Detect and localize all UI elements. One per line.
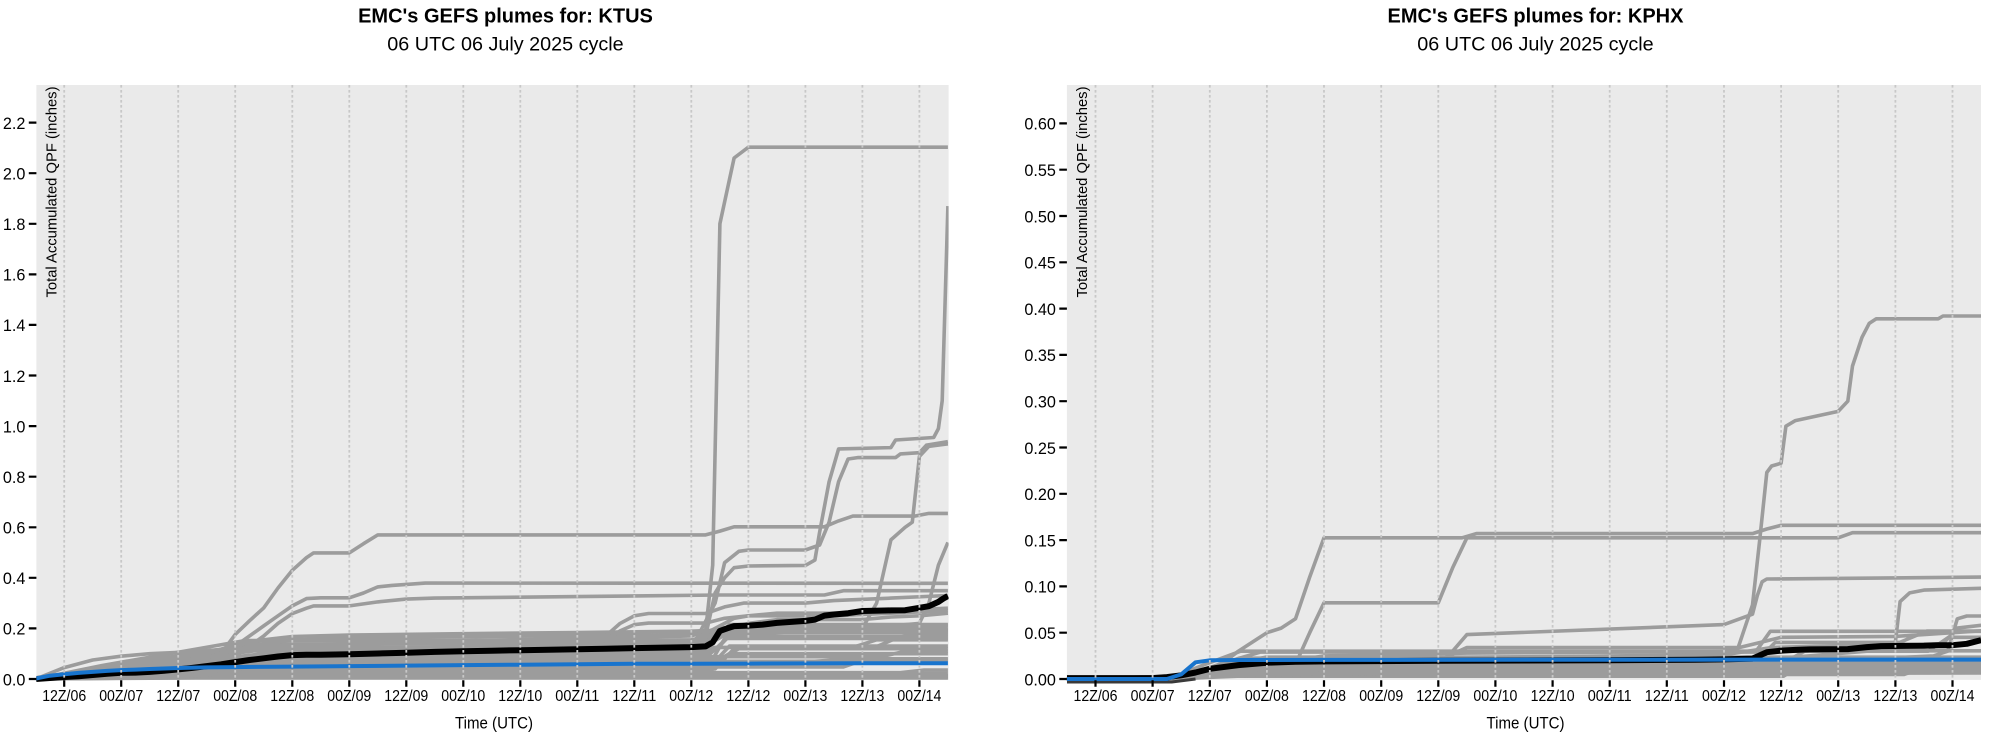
svg-text:0.2: 0.2 bbox=[3, 621, 26, 639]
svg-text:00Z/14: 00Z/14 bbox=[897, 688, 941, 705]
svg-text:12Z/07: 12Z/07 bbox=[156, 688, 200, 705]
svg-text:00Z/09: 00Z/09 bbox=[327, 688, 371, 705]
svg-text:0.60: 0.60 bbox=[1024, 116, 1056, 134]
svg-text:12Z/08: 12Z/08 bbox=[270, 688, 314, 705]
svg-text:0.35: 0.35 bbox=[1024, 347, 1056, 365]
svg-text:12Z/06: 12Z/06 bbox=[1074, 688, 1118, 705]
svg-text:0.6: 0.6 bbox=[3, 520, 26, 538]
svg-text:0.40: 0.40 bbox=[1024, 301, 1056, 319]
svg-text:06 UTC 06 July 2025 cycle: 06 UTC 06 July 2025 cycle bbox=[387, 34, 623, 56]
svg-text:00Z/08: 00Z/08 bbox=[1245, 688, 1289, 705]
svg-text:1.2: 1.2 bbox=[3, 368, 26, 386]
svg-text:00Z/13: 00Z/13 bbox=[783, 688, 827, 705]
svg-text:Total Accumulated QPF (inches): Total Accumulated QPF (inches) bbox=[1075, 87, 1091, 298]
svg-text:1.4: 1.4 bbox=[3, 317, 26, 335]
svg-text:1.0: 1.0 bbox=[3, 418, 26, 436]
svg-text:0.30: 0.30 bbox=[1024, 394, 1056, 412]
svg-text:EMC's GEFS plumes for: KPHX: EMC's GEFS plumes for: KPHX bbox=[1388, 6, 1685, 28]
svg-text:00Z/12: 00Z/12 bbox=[1702, 688, 1746, 705]
svg-text:12Z/13: 12Z/13 bbox=[1873, 688, 1917, 705]
svg-text:00Z/10: 00Z/10 bbox=[441, 688, 485, 705]
svg-text:00Z/07: 00Z/07 bbox=[1131, 688, 1175, 705]
svg-text:00Z/10: 00Z/10 bbox=[1473, 688, 1517, 705]
svg-text:Time (UTC): Time (UTC) bbox=[455, 715, 533, 733]
svg-text:0.00: 0.00 bbox=[1024, 671, 1056, 689]
svg-text:12Z/12: 12Z/12 bbox=[726, 688, 770, 705]
svg-text:0.45: 0.45 bbox=[1024, 255, 1056, 273]
svg-text:12Z/11: 12Z/11 bbox=[1645, 688, 1689, 705]
svg-text:00Z/07: 00Z/07 bbox=[99, 688, 143, 705]
svg-text:12Z/09: 12Z/09 bbox=[1416, 688, 1460, 705]
svg-text:12Z/12: 12Z/12 bbox=[1759, 688, 1803, 705]
svg-text:1.8: 1.8 bbox=[3, 216, 26, 234]
svg-text:12Z/13: 12Z/13 bbox=[840, 688, 884, 705]
svg-text:12Z/09: 12Z/09 bbox=[384, 688, 428, 705]
svg-text:0.0: 0.0 bbox=[3, 671, 26, 689]
svg-text:00Z/11: 00Z/11 bbox=[555, 688, 599, 705]
svg-text:Total Accumulated QPF (inches): Total Accumulated QPF (inches) bbox=[44, 87, 60, 298]
svg-text:0.25: 0.25 bbox=[1024, 440, 1056, 458]
svg-text:12Z/11: 12Z/11 bbox=[612, 688, 656, 705]
svg-text:12Z/10: 12Z/10 bbox=[498, 688, 542, 705]
svg-text:12Z/08: 12Z/08 bbox=[1302, 688, 1346, 705]
svg-text:0.8: 0.8 bbox=[3, 469, 26, 487]
svg-text:12Z/06: 12Z/06 bbox=[42, 688, 86, 705]
svg-text:0.55: 0.55 bbox=[1024, 162, 1056, 180]
svg-text:0.4: 0.4 bbox=[3, 570, 26, 588]
svg-text:0.10: 0.10 bbox=[1024, 579, 1056, 597]
svg-text:00Z/12: 00Z/12 bbox=[669, 688, 713, 705]
svg-text:2.2: 2.2 bbox=[3, 115, 26, 133]
svg-text:EMC's GEFS plumes for: KTUS: EMC's GEFS plumes for: KTUS bbox=[358, 6, 653, 28]
svg-text:1.6: 1.6 bbox=[3, 267, 26, 285]
svg-text:00Z/11: 00Z/11 bbox=[1588, 688, 1632, 705]
svg-text:12Z/10: 12Z/10 bbox=[1531, 688, 1575, 705]
svg-text:0.50: 0.50 bbox=[1024, 208, 1056, 226]
svg-text:06 UTC 06 July 2025 cycle: 06 UTC 06 July 2025 cycle bbox=[1417, 34, 1653, 56]
svg-text:12Z/07: 12Z/07 bbox=[1188, 688, 1232, 705]
svg-text:0.20: 0.20 bbox=[1024, 486, 1056, 504]
svg-text:00Z/14: 00Z/14 bbox=[1931, 688, 1975, 705]
svg-text:Time (UTC): Time (UTC) bbox=[1487, 715, 1565, 733]
svg-text:00Z/13: 00Z/13 bbox=[1816, 688, 1860, 705]
svg-text:0.05: 0.05 bbox=[1024, 625, 1056, 643]
svg-text:2.0: 2.0 bbox=[3, 166, 26, 184]
svg-text:00Z/08: 00Z/08 bbox=[213, 688, 257, 705]
svg-text:0.15: 0.15 bbox=[1024, 532, 1056, 550]
svg-text:00Z/09: 00Z/09 bbox=[1359, 688, 1403, 705]
